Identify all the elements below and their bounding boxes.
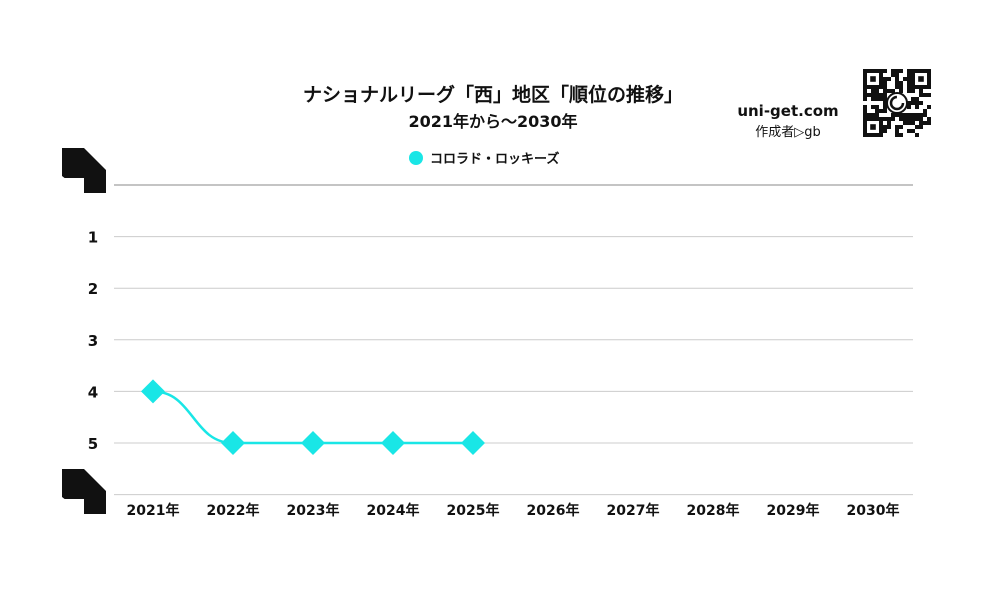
x-tick-label: 2021年 bbox=[127, 502, 180, 519]
site-author: 作成者▷gb bbox=[755, 125, 821, 140]
data-point bbox=[461, 431, 485, 455]
data-point bbox=[381, 431, 405, 455]
chart-title: ナショナルリーグ「西」地区「順位の推移」 bbox=[303, 83, 683, 106]
axis-break-top-icon bbox=[62, 148, 106, 193]
x-tick-label: 2030年 bbox=[847, 502, 900, 519]
x-tick-label: 2025年 bbox=[447, 502, 500, 519]
series-line bbox=[141, 379, 485, 455]
chart-subtitle: 2021年から～2030年 bbox=[408, 112, 577, 131]
x-tick-label: 2024年 bbox=[367, 502, 420, 519]
y-tick-label: 1 bbox=[88, 229, 98, 247]
legend: コロラド・ロッキーズ bbox=[409, 151, 559, 167]
x-tick-label: 2027年 bbox=[607, 502, 660, 519]
legend-marker bbox=[409, 151, 423, 165]
data-point bbox=[301, 431, 325, 455]
x-tick-label: 2023年 bbox=[287, 502, 340, 519]
y-axis: 1 2 3 4 5 bbox=[88, 229, 98, 453]
y-tick-label: 3 bbox=[88, 332, 98, 350]
x-axis: 2021年 2022年 2023年 2024年 2025年 2026年 2027年 2028年… bbox=[127, 502, 900, 519]
x-tick-label: 2028年 bbox=[687, 502, 740, 519]
x-tick-label: 2022年 bbox=[207, 502, 260, 519]
legend-label: コロラド・ロッキーズ bbox=[430, 151, 559, 167]
axis-break-bottom-icon bbox=[62, 469, 106, 514]
y-tick-label: 2 bbox=[88, 280, 98, 298]
qr-code-icon bbox=[863, 69, 931, 137]
x-tick-label: 2029年 bbox=[767, 502, 820, 519]
y-tick-label: 5 bbox=[88, 435, 98, 453]
data-point bbox=[141, 379, 165, 404]
y-tick-label: 4 bbox=[88, 383, 98, 401]
data-point bbox=[221, 431, 245, 455]
site-name: uni-get.com bbox=[737, 102, 838, 120]
x-tick-label: 2026年 bbox=[527, 502, 580, 519]
